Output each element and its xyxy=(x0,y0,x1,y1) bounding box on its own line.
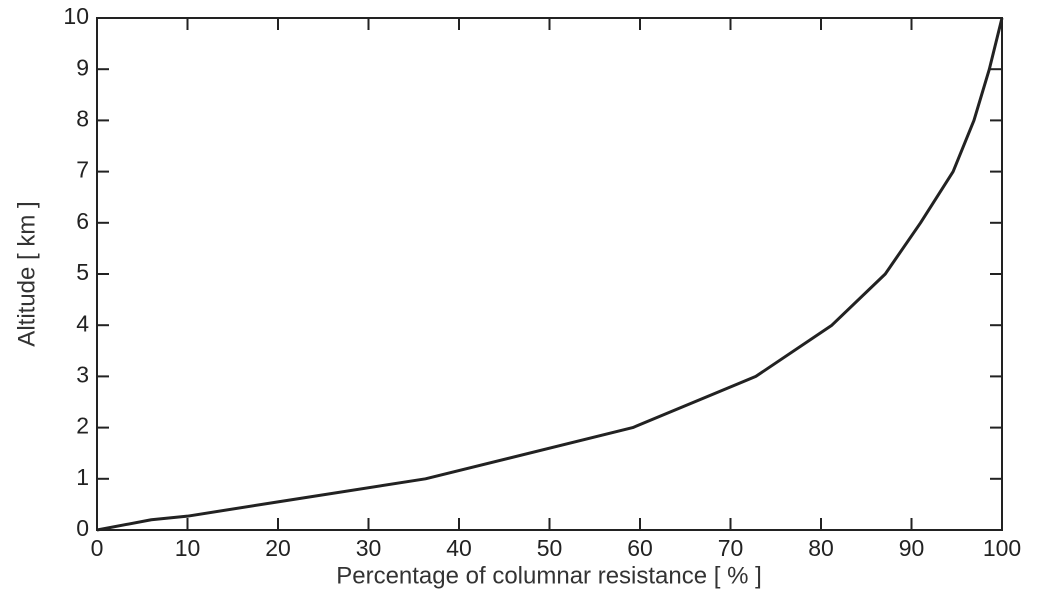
x-tick-label: 10 xyxy=(175,535,201,561)
x-tick-label: 100 xyxy=(983,535,1021,561)
y-tick-label: 7 xyxy=(76,157,89,183)
plot-frame xyxy=(96,17,1003,531)
x-tick-label: 0 xyxy=(91,535,104,561)
x-axis-label: Percentage of columnar resistance [ % ] xyxy=(336,562,762,589)
y-tick-label: 5 xyxy=(76,259,89,285)
x-tick-label: 80 xyxy=(808,535,834,561)
y-tick-label: 10 xyxy=(63,3,89,29)
y-axis-label: Altitude [ km ] xyxy=(13,201,40,346)
x-tick-label: 90 xyxy=(899,535,925,561)
data-line xyxy=(96,17,1004,532)
y-tick-label: 6 xyxy=(76,208,89,234)
y-tick-label: 0 xyxy=(76,515,89,541)
y-tick-label: 4 xyxy=(76,310,89,336)
y-tick-label: 2 xyxy=(76,413,89,439)
x-tick-label: 20 xyxy=(265,535,291,561)
x-tick-label: 30 xyxy=(356,535,382,561)
y-tick-label: 3 xyxy=(76,361,89,387)
x-tick-label: 50 xyxy=(537,535,563,561)
y-tick-label: 9 xyxy=(76,54,89,80)
y-tick-label: 1 xyxy=(76,464,89,490)
x-tick-label: 60 xyxy=(627,535,653,561)
x-tick-label: 70 xyxy=(718,535,744,561)
y-tick-label: 8 xyxy=(76,105,89,131)
x-tick-label: 40 xyxy=(446,535,472,561)
